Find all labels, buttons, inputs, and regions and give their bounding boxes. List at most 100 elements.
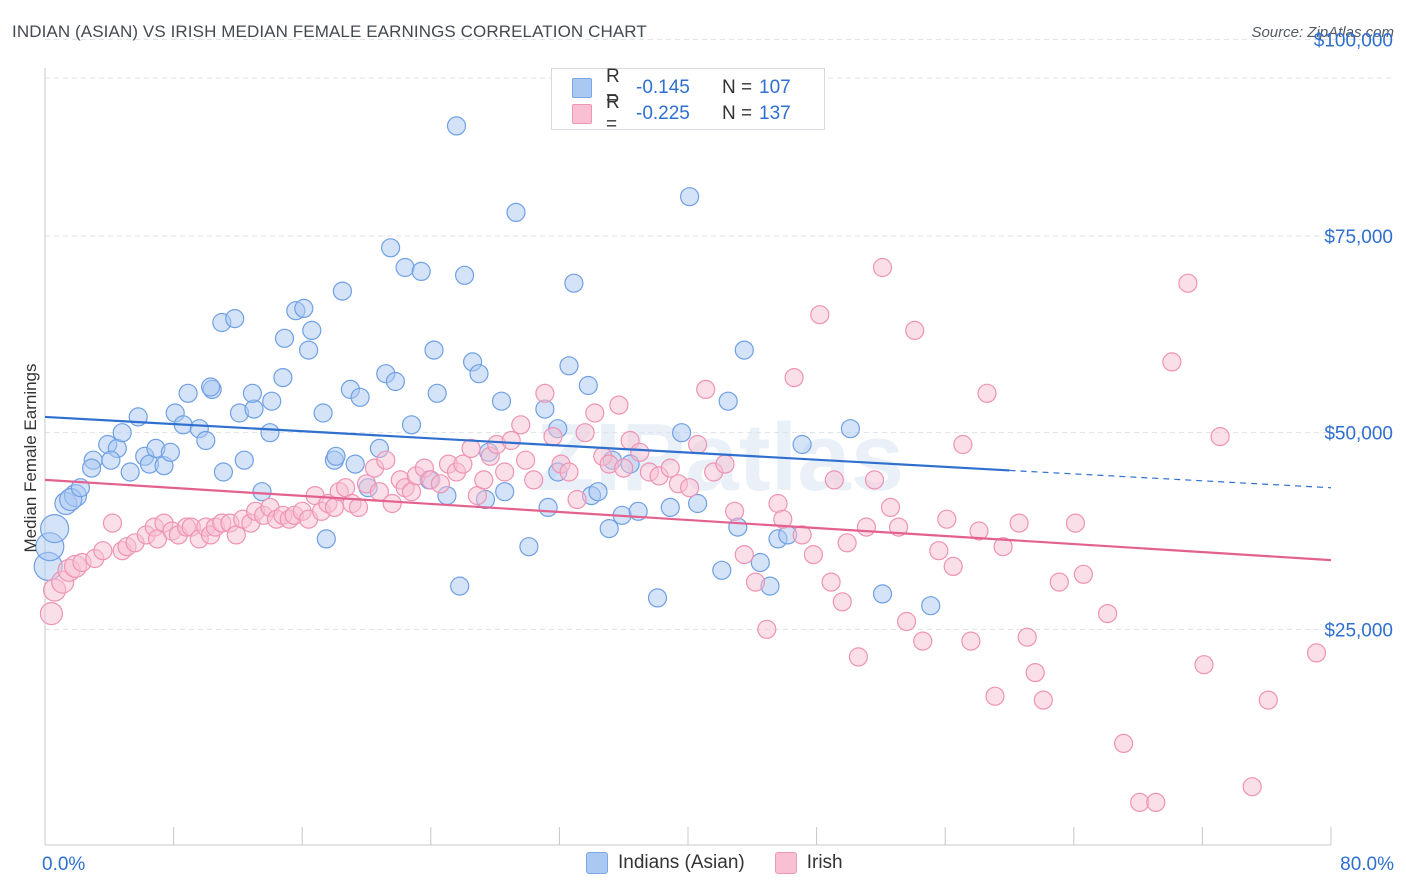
indians-point <box>316 529 336 549</box>
indians-point <box>660 497 680 517</box>
irish-point <box>585 403 605 423</box>
irish-point <box>39 601 64 626</box>
legend-row-irish: R = -0.225 N = 137 <box>572 92 845 135</box>
indians-point <box>588 482 608 502</box>
irish-point <box>1097 603 1118 624</box>
indians-point <box>273 368 293 388</box>
indians-point <box>450 576 470 596</box>
irish-point <box>724 501 745 521</box>
indians-point <box>872 584 893 604</box>
irish-point <box>837 533 857 553</box>
indians-point <box>196 430 216 451</box>
indians-point <box>491 391 512 411</box>
irish-point <box>524 470 544 490</box>
legend-item-irish: Irish <box>774 852 843 874</box>
irish-point <box>102 513 123 533</box>
irish-point <box>773 509 793 529</box>
indians-point <box>718 391 738 411</box>
irish-point <box>734 544 754 565</box>
indians-point <box>424 340 444 360</box>
irish-point <box>864 470 885 490</box>
indians-point <box>519 537 539 557</box>
indians-point <box>506 202 526 222</box>
irish-point <box>679 478 700 498</box>
irish-point <box>687 434 708 455</box>
indians-point <box>81 458 102 478</box>
irish-point <box>1258 690 1278 710</box>
irish-point <box>832 592 852 612</box>
legend-r-value: -0.145 <box>636 77 690 98</box>
indians-point <box>395 257 415 278</box>
indians-point <box>234 450 254 470</box>
irish-point <box>810 305 830 325</box>
indians-point <box>252 482 272 502</box>
irish-point <box>1146 792 1166 813</box>
indians-point <box>274 328 295 348</box>
indians-point <box>345 454 365 474</box>
irish-point <box>905 320 925 340</box>
legend-n-label: N = <box>722 77 753 98</box>
irish-point <box>1130 792 1150 813</box>
legend-label-indians: Indians (Asian) <box>618 852 745 873</box>
indians-point <box>313 403 333 423</box>
indians-point <box>559 356 579 376</box>
y-tick-label: $50,000 <box>1324 424 1393 445</box>
indians-point <box>427 383 447 403</box>
irish-point <box>880 497 901 517</box>
irish-point <box>348 497 369 517</box>
indians-point <box>350 387 370 407</box>
irish-point <box>1009 513 1029 533</box>
legend-label-irish: Irish <box>806 852 843 873</box>
irish-point <box>461 438 481 458</box>
irish-point <box>821 572 841 592</box>
irish-point <box>784 368 804 388</box>
irish-point <box>696 379 716 399</box>
irish-point <box>543 427 563 447</box>
indians-point <box>728 517 748 537</box>
indians-point <box>120 462 140 482</box>
indians-point <box>242 383 262 403</box>
indians-point <box>469 364 489 384</box>
irish-point <box>872 257 893 278</box>
irish-point <box>937 509 957 529</box>
irish-point <box>376 450 396 470</box>
tick-labels: $25,000 $50,000 $75,000 $100,000 0.0% 80.0% <box>42 30 1394 875</box>
indians-point <box>112 423 132 443</box>
y-axis-label: Median Female Earnings <box>21 364 40 553</box>
indians-point <box>302 320 322 340</box>
indians-point <box>411 261 431 281</box>
y-tick-label: $25,000 <box>1324 620 1393 641</box>
indians-trend-extension <box>1009 469 1332 489</box>
irish-point <box>430 474 450 494</box>
indians-point <box>495 482 515 502</box>
irish-point <box>969 521 989 541</box>
legend-n-value: 107 <box>759 77 791 98</box>
x-tick-label: 80.0% <box>1340 854 1394 875</box>
irish-point <box>757 619 777 639</box>
y-tick-label: $75,000 <box>1324 227 1393 248</box>
irish-point <box>961 631 981 651</box>
indians-point <box>647 588 668 608</box>
irish-point <box>745 572 766 592</box>
irish-point <box>474 470 494 490</box>
legend-n-value: 137 <box>759 103 791 124</box>
legend-row-indians: R = -0.145 N = 107 <box>572 66 845 109</box>
irish-point <box>824 470 844 490</box>
indians-point <box>101 450 121 470</box>
irish-point <box>609 395 629 415</box>
indians-point <box>671 423 692 443</box>
irish-point <box>1162 352 1182 372</box>
indians-point <box>381 238 401 258</box>
irish-point <box>567 489 587 510</box>
irish-point <box>977 383 997 403</box>
indians-point <box>750 552 770 573</box>
axes <box>44 68 1332 846</box>
indians-point <box>679 187 700 207</box>
irish-point <box>1113 733 1134 754</box>
irish-point <box>630 442 650 462</box>
indians-point <box>299 340 319 360</box>
indians-point <box>213 462 233 482</box>
stats-legend: R = -0.145 N = 107 R = -0.225 N = 137 <box>551 66 825 135</box>
legend-n-label: N = <box>722 103 753 124</box>
irish-point <box>985 686 1005 706</box>
